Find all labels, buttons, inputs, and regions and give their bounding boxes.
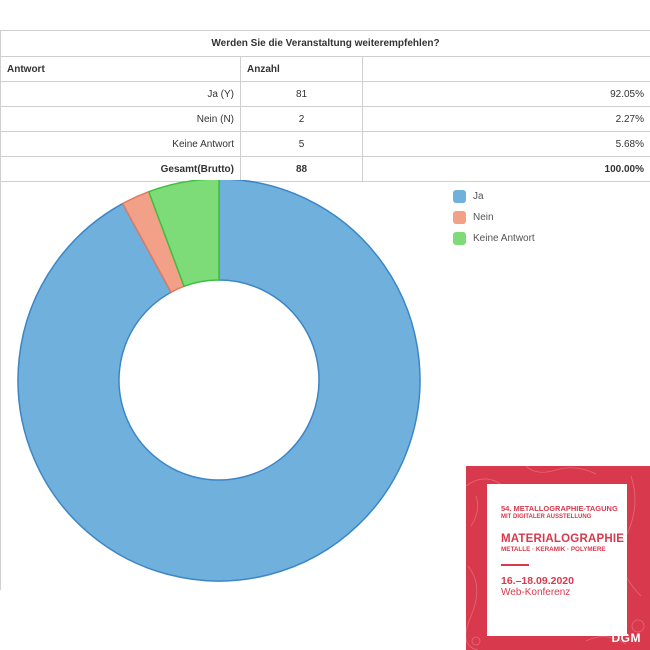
banner-conference: Web-Konferenz — [501, 586, 571, 598]
legend-item-keine-antwort[interactable]: Keine Antwort — [453, 228, 535, 248]
table-row: Ja (Y) 81 92.05% — [0, 81, 650, 107]
row-count: 2 — [240, 106, 363, 132]
total-count: 88 — [240, 156, 363, 182]
chart-legend: Ja Nein Keine Antwort — [453, 186, 535, 249]
legend-swatch — [453, 210, 466, 224]
results-table: Werden Sie die Veranstaltung weiterempfe… — [0, 30, 650, 182]
banner-title: MATERIALOGRAPHIE — [501, 533, 625, 545]
banner-divider — [501, 564, 529, 566]
donut-slice-keine-antwort[interactable] — [147, 180, 220, 288]
row-count: 81 — [240, 81, 363, 107]
banner-date: 16.–18.09.2020 — [501, 574, 574, 587]
row-count: 5 — [240, 131, 363, 157]
chart-area: Ja Nein Keine Antwort — [0, 180, 650, 590]
event-banner: 54. METALLOGRAPHIE-TAGUNG MIT DIGITALER … — [466, 466, 650, 650]
banner-subtitle: METALLE · KERAMIK · POLYMERE — [501, 546, 606, 553]
total-row: Gesamt(Brutto) 88 100.00% — [0, 156, 650, 182]
row-label: Nein (N) — [0, 106, 241, 132]
donut-slice-ja[interactable] — [17, 180, 421, 582]
row-label: Ja (Y) — [0, 81, 241, 107]
row-percent: 92.05% — [362, 81, 650, 107]
total-percent: 100.00% — [362, 156, 650, 182]
header-empty — [362, 56, 650, 82]
row-percent: 5.68% — [362, 131, 650, 157]
row-label: Keine Antwort — [0, 131, 241, 157]
legend-item-ja[interactable]: Ja — [453, 186, 535, 206]
legend-label: Nein — [473, 211, 494, 223]
donut-chart — [17, 180, 421, 582]
legend-item-nein[interactable]: Nein — [453, 207, 535, 227]
legend-label: Ja — [473, 190, 484, 202]
table-row: Nein (N) 2 2.27% — [0, 106, 650, 132]
header-count: Anzahl — [240, 56, 363, 82]
banner-line2: MIT DIGITALER AUSSTELLUNG — [501, 514, 592, 520]
dgm-logo: DGM — [611, 631, 641, 645]
table-title: Werden Sie die Veranstaltung weiterempfe… — [0, 30, 650, 57]
banner-card: 54. METALLOGRAPHIE-TAGUNG MIT DIGITALER … — [487, 484, 627, 636]
legend-label: Keine Antwort — [473, 232, 535, 244]
banner-line1: 54. METALLOGRAPHIE-TAGUNG — [501, 504, 618, 513]
legend-swatch — [453, 231, 466, 245]
header-answer: Antwort — [0, 56, 241, 82]
total-label: Gesamt(Brutto) — [0, 156, 241, 182]
table-row: Keine Antwort 5 5.68% — [0, 131, 650, 157]
row-percent: 2.27% — [362, 106, 650, 132]
legend-swatch — [453, 189, 466, 203]
